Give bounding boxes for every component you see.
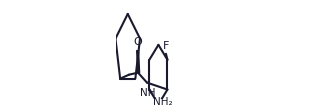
Text: NH₂: NH₂: [153, 97, 173, 106]
Text: NH: NH: [140, 88, 155, 98]
Text: O: O: [133, 37, 142, 47]
Text: F: F: [163, 41, 169, 51]
